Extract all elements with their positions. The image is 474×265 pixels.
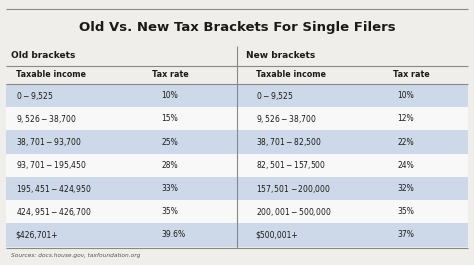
Text: Old Vs. New Tax Brackets For Single Filers: Old Vs. New Tax Brackets For Single File…: [79, 21, 395, 34]
Text: $426,701+: $426,701+: [16, 231, 58, 240]
FancyBboxPatch shape: [6, 223, 468, 246]
Text: Tax rate: Tax rate: [392, 70, 429, 79]
Text: Sources: docs.house.gov, taxfoundation.org: Sources: docs.house.gov, taxfoundation.o…: [11, 253, 140, 258]
Text: $9,526-$38,700: $9,526-$38,700: [256, 113, 317, 125]
Text: Tax rate: Tax rate: [152, 70, 189, 79]
Text: 32%: 32%: [397, 184, 414, 193]
Text: Taxable income: Taxable income: [16, 70, 85, 79]
Text: $93,701-$195,450: $93,701-$195,450: [16, 159, 86, 171]
Text: $157,501-$200,000: $157,501-$200,000: [256, 183, 331, 195]
FancyBboxPatch shape: [6, 200, 468, 223]
FancyBboxPatch shape: [6, 84, 468, 107]
Text: 15%: 15%: [162, 114, 178, 123]
Text: New brackets: New brackets: [246, 51, 316, 60]
Text: 35%: 35%: [162, 207, 179, 216]
FancyBboxPatch shape: [6, 177, 468, 200]
FancyBboxPatch shape: [6, 66, 468, 84]
FancyBboxPatch shape: [6, 130, 468, 154]
Text: $500,001+: $500,001+: [256, 231, 299, 240]
Text: 25%: 25%: [162, 138, 178, 147]
Text: 10%: 10%: [397, 91, 414, 100]
Text: $82,501-$157,500: $82,501-$157,500: [256, 159, 326, 171]
Text: 24%: 24%: [397, 161, 414, 170]
Text: 37%: 37%: [397, 231, 414, 240]
Text: $38,701-$82,500: $38,701-$82,500: [256, 136, 321, 148]
Text: $9,526-$38,700: $9,526-$38,700: [16, 113, 76, 125]
FancyBboxPatch shape: [6, 46, 468, 66]
Text: 10%: 10%: [162, 91, 178, 100]
Text: 22%: 22%: [397, 138, 414, 147]
FancyBboxPatch shape: [6, 154, 468, 177]
FancyBboxPatch shape: [6, 107, 468, 130]
Text: $0-$9,525: $0-$9,525: [16, 90, 53, 101]
Text: 35%: 35%: [397, 207, 414, 216]
Text: Old brackets: Old brackets: [11, 51, 75, 60]
Text: Taxable income: Taxable income: [256, 70, 326, 79]
Text: $424,951-$426,700: $424,951-$426,700: [16, 206, 91, 218]
FancyBboxPatch shape: [6, 9, 468, 46]
Text: 28%: 28%: [162, 161, 178, 170]
Text: 12%: 12%: [397, 114, 414, 123]
Text: 39.6%: 39.6%: [162, 231, 186, 240]
Text: $195,451-$424,950: $195,451-$424,950: [16, 183, 91, 195]
Text: $0-$9,525: $0-$9,525: [256, 90, 293, 101]
Text: 33%: 33%: [162, 184, 179, 193]
Text: $200,001-$500,000: $200,001-$500,000: [256, 206, 331, 218]
Text: $38,701-$93,700: $38,701-$93,700: [16, 136, 81, 148]
